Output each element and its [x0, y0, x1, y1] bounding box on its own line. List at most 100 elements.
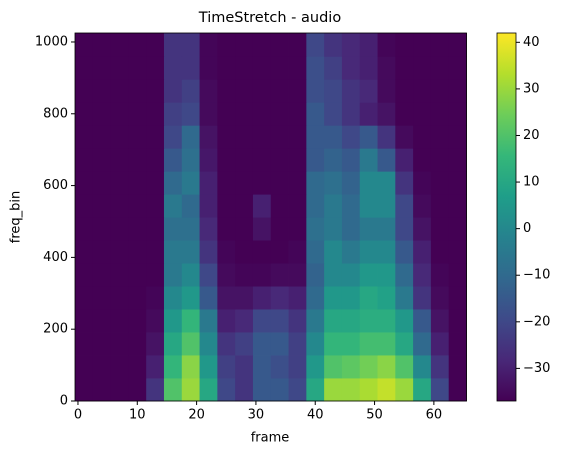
heatmap-cell [288, 148, 307, 172]
heatmap-cell [199, 33, 218, 57]
heatmap-cell [110, 102, 129, 126]
heatmap-cell [306, 56, 325, 80]
heatmap-cell [377, 263, 396, 287]
heatmap-cell [75, 309, 94, 333]
heatmap-cell [288, 286, 307, 310]
heatmap-cell [75, 332, 94, 356]
heatmap-cell [288, 378, 307, 402]
heatmap-cell [181, 286, 200, 310]
heatmap-cell [146, 33, 165, 57]
heatmap-cell [128, 332, 147, 356]
heatmap-cell [146, 286, 165, 310]
heatmap-cell [146, 309, 165, 333]
heatmap-cell [110, 263, 129, 287]
heatmap-cell [341, 102, 361, 126]
heatmap-cell [217, 263, 236, 287]
heatmap-cell [448, 286, 467, 310]
heatmap-cell [324, 355, 343, 379]
heatmap-cell [270, 355, 289, 379]
heatmap-cell [163, 286, 183, 310]
heatmap-cell [270, 309, 289, 333]
heatmap-cell [377, 148, 396, 172]
heatmap-cell [163, 194, 183, 218]
x-tick-label: 10 [129, 408, 146, 423]
heatmap-cell [395, 194, 414, 218]
x-axis-label: frame [251, 431, 290, 446]
heatmap-cell [395, 102, 414, 126]
heatmap-cell [395, 148, 414, 172]
heatmap-cell [395, 309, 414, 333]
heatmap-cell [413, 33, 432, 57]
heatmap-cell [235, 263, 254, 287]
heatmap-cell [199, 355, 218, 379]
heatmap-cell [413, 148, 432, 172]
heatmap-cell [199, 125, 218, 149]
heatmap-cell [430, 56, 450, 80]
heatmap-cell [324, 102, 343, 126]
heatmap-cell [217, 217, 236, 241]
heatmap-cell [235, 240, 254, 264]
heatmap-cell [341, 148, 361, 172]
x-tick-label: 0 [74, 408, 82, 423]
heatmap-cell [306, 194, 325, 218]
heatmap-cell [92, 125, 111, 149]
heatmap-cell [324, 148, 343, 172]
heatmap-cell [324, 33, 343, 57]
heatmap-cell [377, 309, 396, 333]
heatmap-cell [92, 355, 111, 379]
heatmap-cell [413, 79, 432, 103]
heatmap-cell [163, 102, 183, 126]
heatmap-cell [146, 171, 165, 195]
heatmap-cell [413, 56, 432, 80]
heatmap-cell [359, 148, 378, 172]
heatmap-cell [413, 171, 432, 195]
x-tick-label: 50 [366, 408, 383, 423]
heatmap-cell [75, 125, 94, 149]
heatmap-cell [181, 240, 200, 264]
heatmap-cell [75, 194, 94, 218]
heatmap-cell [306, 332, 325, 356]
heatmap-cell [306, 286, 325, 310]
heatmap-cell [448, 355, 467, 379]
heatmap-cell [217, 125, 236, 149]
heatmap-cell [377, 102, 396, 126]
heatmap-cell [199, 240, 218, 264]
heatmap-cell [235, 217, 254, 241]
heatmap-cell [270, 33, 289, 57]
heatmap-cell [92, 286, 111, 310]
heatmap-cell [92, 309, 111, 333]
heatmap-cell [181, 378, 200, 402]
y-tick-label: 0 [60, 394, 68, 409]
heatmap-cell [448, 148, 467, 172]
heatmap-cell [306, 378, 325, 402]
heatmap-cell [395, 171, 414, 195]
heatmap-cell [270, 194, 289, 218]
heatmap-cell [128, 171, 147, 195]
heatmap-cell [395, 263, 414, 287]
heatmap-cell [146, 217, 165, 241]
heatmap-cell [377, 56, 396, 80]
heatmap-cell [430, 79, 450, 103]
heatmap-cell [270, 56, 289, 80]
heatmap-cell [235, 171, 254, 195]
heatmap-cell [448, 125, 467, 149]
heatmap-cell [92, 217, 111, 241]
heatmap-cell [110, 217, 129, 241]
heatmap-cell [448, 79, 467, 103]
heatmap-cell [110, 378, 129, 402]
heatmap-cell [324, 217, 343, 241]
heatmap-cell [217, 148, 236, 172]
heatmap-cell [430, 194, 450, 218]
heatmap-cell [270, 148, 289, 172]
heatmap-cell [199, 102, 218, 126]
heatmap-cell [288, 79, 307, 103]
heatmap-cell [235, 102, 254, 126]
heatmap-cell [110, 194, 129, 218]
heatmap-cell [252, 309, 272, 333]
heatmap-cell [413, 194, 432, 218]
heatmap-cell [341, 56, 361, 80]
heatmap-cell [430, 309, 450, 333]
heatmap-cell [163, 33, 183, 57]
heatmap-cell [110, 240, 129, 264]
heatmap-cell [252, 33, 272, 57]
